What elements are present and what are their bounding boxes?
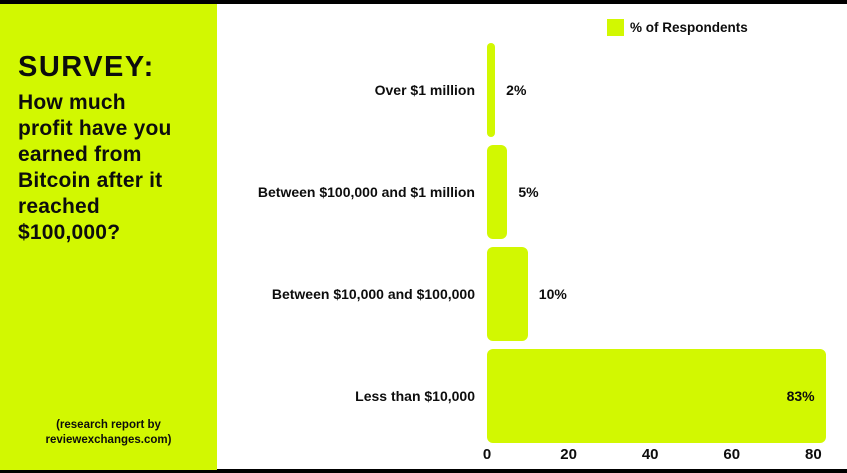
chart-legend: % of Respondents [607,19,748,36]
value-label: 5% [518,184,539,200]
x-tick-label: 60 [723,446,741,463]
legend-label: % of Respondents [630,20,748,35]
category-label: Over $1 million [374,82,475,98]
category-label: Between $100,000 and $1 million [257,184,475,200]
bar [487,349,826,443]
survey-footnote: (research report by reviewexchanges.com) [45,419,172,446]
bar [487,145,508,239]
legend-swatch-icon [607,19,624,36]
value-label: 83% [786,388,815,404]
x-tick-label: 0 [482,446,492,463]
bar [487,43,496,137]
x-tick-label: 40 [641,446,659,463]
value-label: 2% [506,82,527,98]
survey-heading: SURVEY: [18,51,155,83]
category-label: Less than $10,000 [355,388,475,404]
value-label: 10% [538,286,567,302]
survey-question: How much profit have you earned from Bit… [18,91,172,244]
bottom-border [0,469,847,473]
top-border [0,0,847,4]
survey-panel: SURVEY: How much profit have you earned … [0,4,217,470]
x-tick-label: 20 [560,446,577,463]
x-tick-label: 80 [805,446,822,463]
bar [487,247,528,341]
category-label: Between $10,000 and $100,000 [271,286,475,302]
